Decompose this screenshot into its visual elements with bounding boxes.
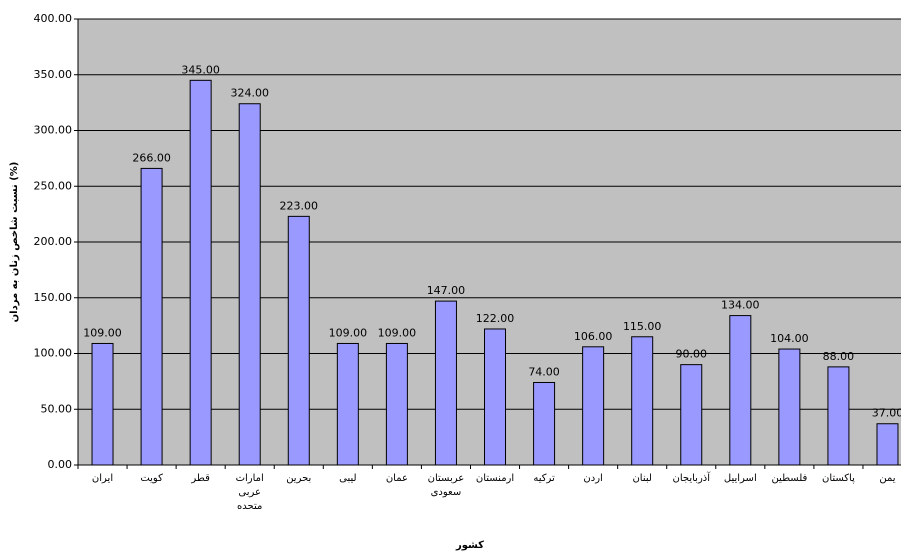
bar (386, 343, 407, 465)
bar (141, 168, 162, 465)
value-label: 324.00 (230, 87, 269, 100)
y-tick-label: 50.00 (41, 402, 73, 415)
y-axis-title: نسبت شاخص زنان به مردان (%) (9, 162, 20, 323)
value-label: 266.00 (132, 151, 171, 164)
bar (288, 216, 309, 465)
bar (337, 343, 358, 465)
y-tick-label: 400.00 (34, 12, 73, 25)
bar (485, 329, 506, 465)
x-tick-label: بحرین (286, 473, 311, 484)
value-label: 109.00 (378, 326, 417, 339)
x-tick-label: اردن (583, 473, 602, 484)
y-tick-label: 100.00 (34, 347, 73, 360)
bar (681, 365, 702, 465)
value-label: 115.00 (623, 320, 662, 333)
bar (92, 343, 113, 465)
value-label: 109.00 (329, 326, 368, 339)
x-axis-title: کشور (455, 540, 484, 551)
bar (190, 80, 211, 465)
x-tick-label: قطر (190, 473, 210, 484)
value-label: 223.00 (280, 199, 319, 212)
y-tick-label: 300.00 (34, 124, 73, 137)
value-label: 104.00 (770, 332, 809, 345)
bar (779, 349, 800, 465)
value-label: 88.00 (823, 350, 855, 363)
value-label: 122.00 (476, 312, 515, 325)
page: {"chart_data": {"type": "bar", "x_label"… (0, 0, 901, 552)
value-label: 147.00 (427, 284, 466, 297)
y-tick-label: 250.00 (34, 179, 73, 192)
bar (877, 424, 898, 465)
bar (828, 367, 849, 465)
y-tick-label: 150.00 (34, 291, 73, 304)
x-tick-label: ارمنستان (476, 473, 514, 484)
bar (534, 382, 555, 465)
x-tick-label: اسراییل (724, 473, 757, 484)
value-label: 109.00 (83, 326, 122, 339)
y-tick-label: 200.00 (34, 235, 73, 248)
x-tick-label: آذربایجان (672, 471, 711, 484)
x-tick-label: عمان (386, 473, 408, 484)
x-tick-label: ایران (92, 473, 113, 484)
chart: کشور نسبت شاخص زنان به مردان (%) 0.00 50.… (0, 0, 901, 552)
x-tick-label: لیبی (339, 473, 356, 484)
x-tick-label: کویت (140, 473, 163, 484)
x-tick-label: پاکستان (822, 473, 855, 484)
x-tick-label: یمن (879, 473, 895, 484)
bar (632, 337, 653, 465)
value-label: 74.00 (528, 365, 560, 378)
y-tick-label: 350.00 (34, 68, 73, 81)
value-label: 106.00 (574, 330, 613, 343)
value-label: 37.00 (872, 407, 901, 420)
x-tick-label: لبنان (632, 473, 651, 484)
bar (435, 301, 456, 465)
y-tick-label: 0.00 (48, 458, 73, 471)
value-label: 90.00 (676, 348, 708, 361)
value-label: 345.00 (181, 63, 220, 76)
bar (583, 347, 604, 465)
bar (730, 316, 751, 465)
x-tick-label: ترکیه (533, 473, 555, 484)
x-tick-label: فلسطین (771, 473, 807, 484)
value-label: 134.00 (721, 299, 760, 312)
bar (239, 104, 260, 465)
